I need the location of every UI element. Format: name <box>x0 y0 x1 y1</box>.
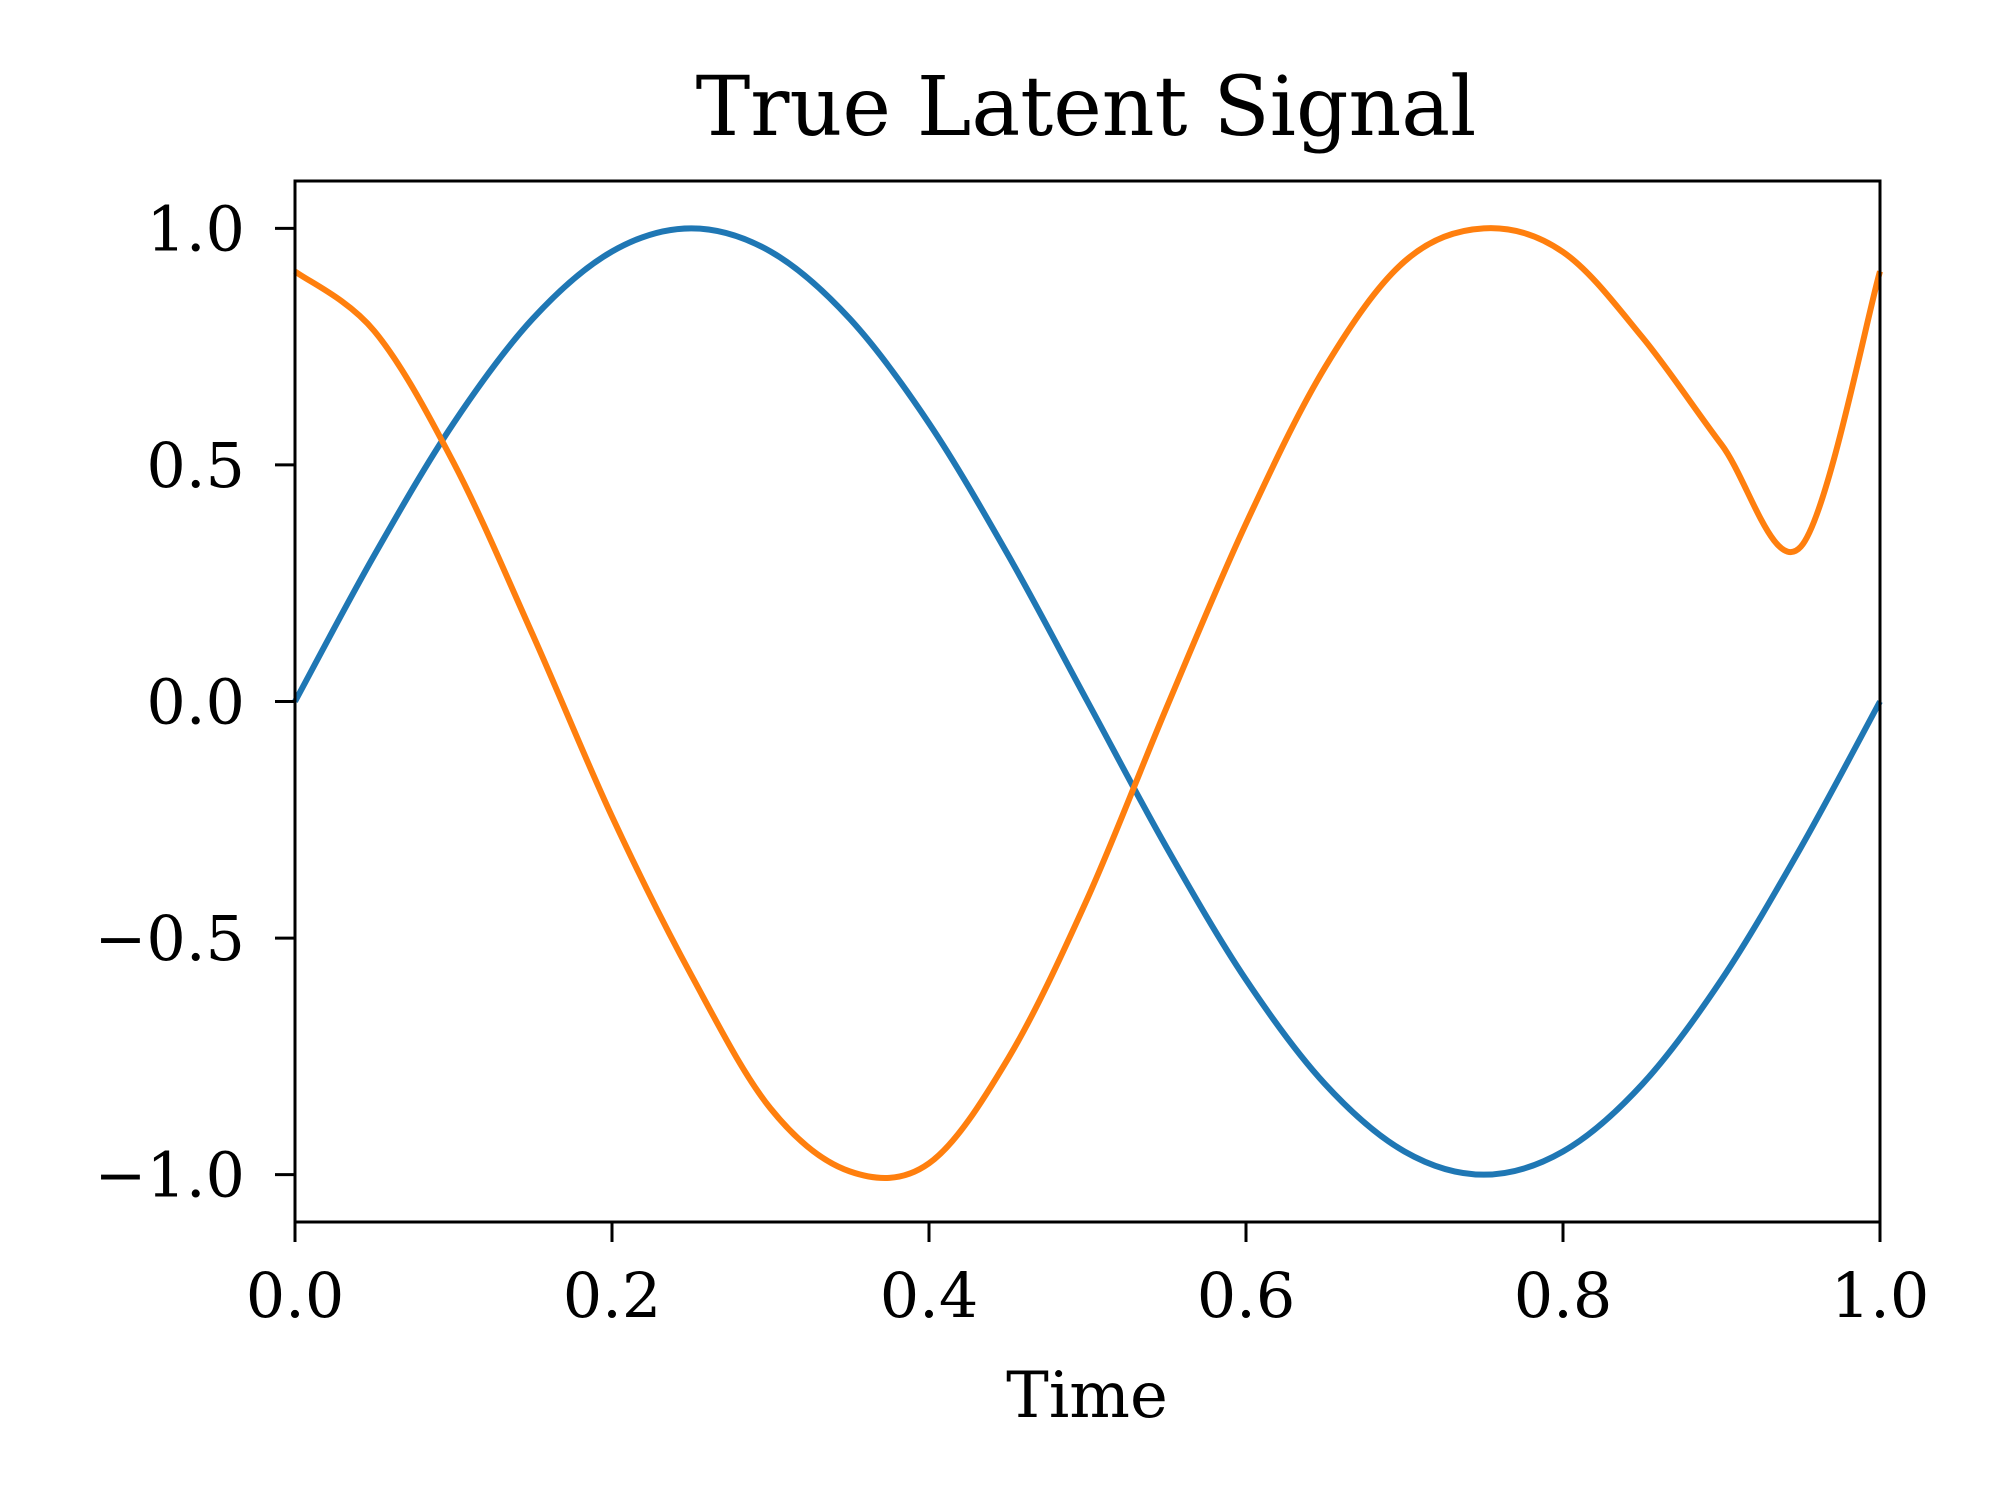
x-tick-label: 0.2 <box>563 1259 662 1332</box>
x-axis-label: Time <box>1006 1359 1168 1433</box>
x-tick-label: 1.0 <box>1831 1259 1930 1332</box>
chart-title: True Latent Signal <box>696 60 1477 155</box>
x-tick-label: 0.4 <box>880 1259 979 1332</box>
y-tick-label: 0.5 <box>146 429 245 502</box>
x-axis: 0.0 0.2 0.4 0.6 0.8 1.0 <box>246 1222 1930 1332</box>
y-tick-label: −0.5 <box>94 902 245 975</box>
y-axis: −1.0 −0.5 0.0 0.5 1.0 <box>94 192 295 1212</box>
x-tick-label: 0.8 <box>1514 1259 1613 1332</box>
plot-layer <box>292 225 1883 1181</box>
y-tick-label: −1.0 <box>94 1139 245 1212</box>
series-line-1 <box>292 225 1883 1178</box>
y-tick-label: 1.0 <box>146 192 245 265</box>
x-tick-label: 0.0 <box>246 1259 345 1332</box>
y-tick-label: 0.0 <box>146 666 245 739</box>
x-tick-label: 0.6 <box>1197 1259 1296 1332</box>
series-line-2 <box>293 225 1883 1181</box>
